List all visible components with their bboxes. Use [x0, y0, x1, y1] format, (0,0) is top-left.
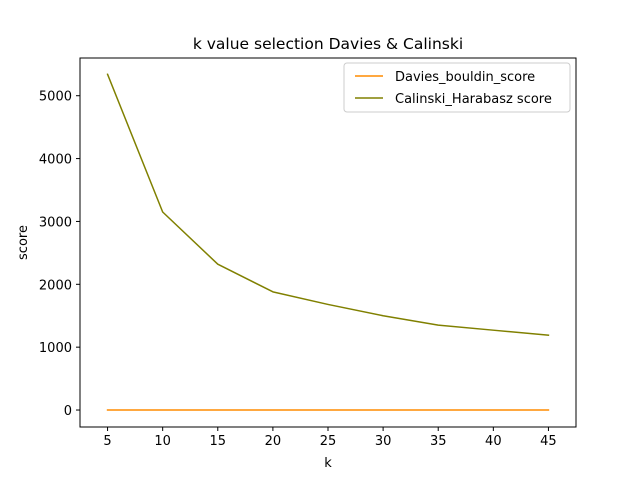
y-tick-label: 5000	[39, 90, 72, 105]
x-axis-label: k	[324, 456, 332, 471]
legend-box	[343, 62, 571, 113]
x-tick-label: 40	[485, 434, 502, 449]
legend: Davies_bouldin_score Calinski_Harabasz s…	[343, 62, 571, 113]
x-tick-label: 10	[154, 434, 171, 449]
y-tick-label: 2000	[39, 278, 72, 293]
y-tick-label: 3000	[39, 215, 72, 230]
chart-title: k value selection Davies & Calinski	[193, 35, 463, 53]
axes: 5 10 15 20 25 30 35 40 45 0 1000 2000 3000 4000 5000	[39, 90, 557, 449]
y-axis-label: score	[16, 225, 31, 260]
y-tick-label: 0	[64, 404, 72, 419]
x-tick-label: 15	[210, 434, 227, 449]
y-tick-label: 4000	[39, 153, 72, 168]
legend-label-calinski-harabasz: Calinski_Harabasz score	[395, 92, 552, 107]
y-tick-label: 1000	[39, 341, 72, 356]
x-tick-label: 5	[103, 434, 111, 449]
series-line-1	[106, 73, 550, 337]
plot-marks	[106, 73, 550, 411]
x-tick-label: 45	[540, 434, 557, 449]
x-tick-label: 35	[430, 434, 447, 449]
legend-label-davies-bouldin: Davies_bouldin_score	[395, 70, 535, 85]
x-tick-label: 25	[320, 434, 337, 449]
x-tick-label: 20	[265, 434, 282, 449]
x-tick-label: 30	[375, 434, 392, 449]
